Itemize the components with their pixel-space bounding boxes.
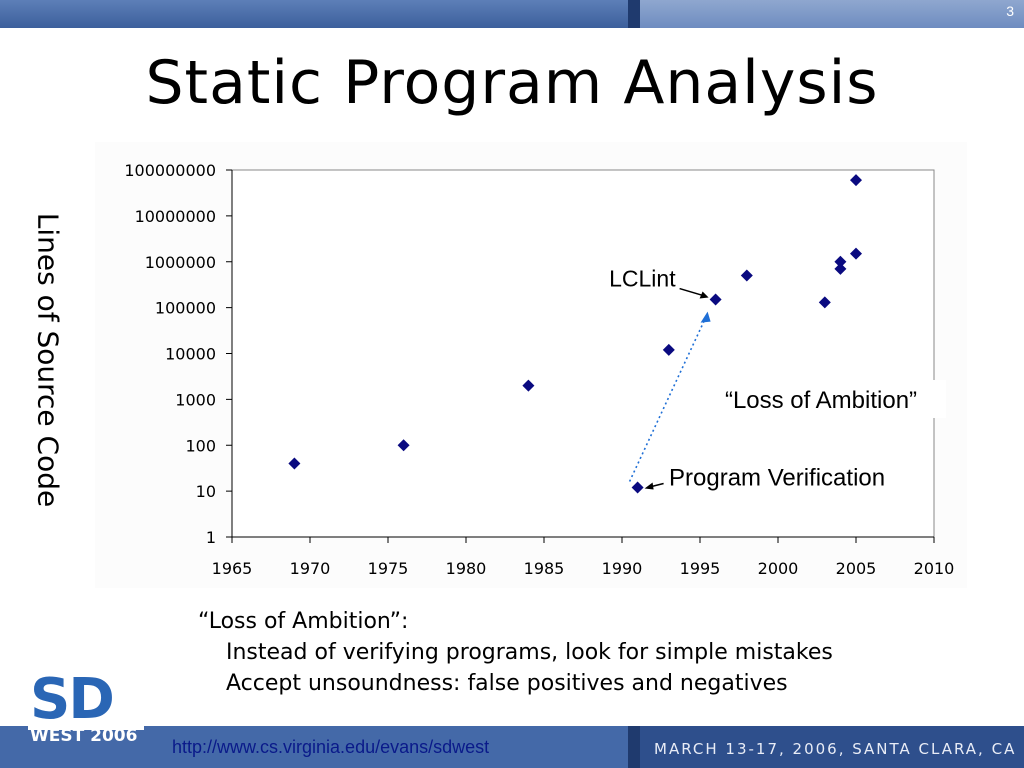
x-tick-label: 1995: [680, 559, 721, 578]
bottom-banner-divider: [628, 726, 640, 768]
loss-of-ambition-label-bg: [696, 380, 946, 418]
tick-labels: 1 10 100 1000 10000 100000 1000000 10000000 1000…: [124, 161, 954, 578]
loss-of-ambition-arrow-line: [628, 315, 708, 482]
lclint-label: LCLint: [609, 266, 676, 292]
program-verification-arrow-head: [644, 482, 654, 490]
body-heading: “Loss of Ambition”:: [198, 609, 409, 634]
logo-backing: [28, 670, 144, 730]
x-tick-label: 2005: [836, 559, 877, 578]
y-tick-label: 100: [185, 436, 216, 455]
slide-number: 3: [1006, 3, 1014, 19]
program-verification-label-bg: [664, 462, 930, 500]
x-tick-label: 1965: [212, 559, 253, 578]
y-tick-label: 100000000: [124, 161, 216, 180]
slide-title: Static Program Analysis: [145, 48, 879, 118]
bottom-banner: [0, 726, 1024, 768]
data-point: [834, 255, 847, 268]
data-point: [850, 174, 862, 187]
y-tick-label: 1000000: [145, 253, 216, 272]
x-tick-label: 1985: [524, 559, 565, 578]
y-tick-label: 1: [206, 528, 216, 547]
annotations: LCLint “Loss of Ambition” Program Verifica…: [609, 266, 946, 500]
footer-url-link[interactable]: http://www.cs.virginia.edu/evans/sdwest: [172, 737, 490, 757]
bottom-banner-left: [0, 726, 628, 768]
x-tick-label: 1970: [290, 559, 331, 578]
footer-event-text: MARCH 13-17, 2006, SANTA CLARA, CA: [654, 740, 1017, 758]
y-tick-label: 10: [196, 482, 216, 501]
lclint-arrow-head: [699, 291, 709, 299]
logo-sub-text: WEST 2006: [30, 726, 138, 746]
x-tick-label: 1975: [368, 559, 409, 578]
program-verification-label: Program Verification: [669, 464, 885, 491]
x-tick-label: 2000: [758, 559, 799, 578]
x-tick-label: 1990: [602, 559, 643, 578]
data-point: [709, 293, 722, 306]
x-tick-label: 1980: [446, 559, 487, 578]
data-point: [288, 457, 301, 470]
y-tick-label: 1000: [175, 390, 216, 409]
data-point: [631, 481, 644, 494]
data-point: [397, 439, 410, 452]
top-banner-right: [640, 0, 1024, 28]
sd-west-logo: SD WEST 2006: [22, 668, 146, 748]
slide-body: “Loss of Ambition”: Instead of verifying…: [198, 606, 833, 699]
body-line-1: Instead of verifying programs, look for …: [226, 640, 833, 665]
x-tick-label: 2010: [914, 559, 955, 578]
top-banner-divider: [628, 0, 640, 28]
body-line-2: Accept unsoundness: false positives and …: [226, 671, 788, 696]
top-banner: 3: [0, 0, 1024, 28]
data-point: [740, 269, 753, 282]
data-point: [522, 379, 535, 392]
y-tick-label: 10000: [165, 345, 216, 364]
data-point: [850, 247, 862, 260]
data-points: [288, 174, 862, 494]
data-point: [834, 262, 847, 275]
logo-main-text: SD: [30, 667, 115, 732]
y-tick-label: 100000: [155, 299, 216, 318]
loss-of-ambition-label: “Loss of Ambition”: [725, 387, 917, 414]
loss-of-ambition-arrow-head: [700, 311, 711, 323]
data-point: [818, 296, 831, 309]
data-point: [662, 343, 675, 356]
y-tick-label: 10000000: [135, 207, 216, 226]
bottom-banner-right: [640, 726, 1024, 768]
